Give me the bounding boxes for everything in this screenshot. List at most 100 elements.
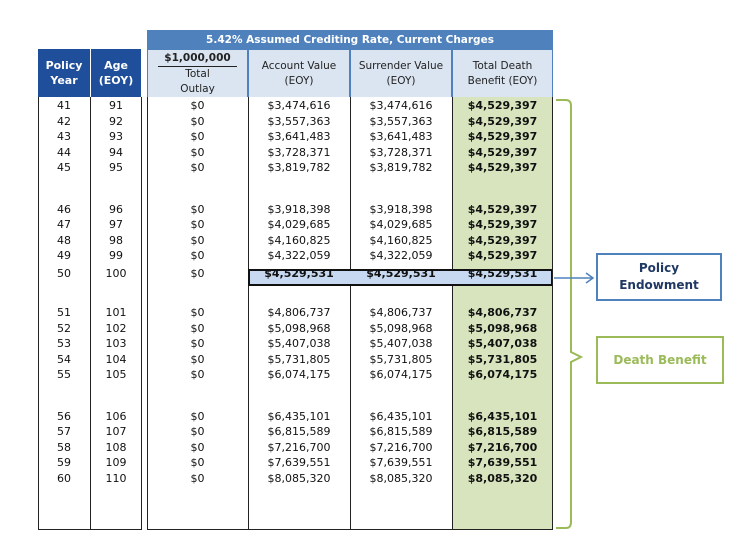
cell-outlay: $0 [190,233,205,247]
cell-age: 109 [105,456,127,469]
header-account-value: Account Value (EOY) [248,50,350,97]
cell-outlay: $0 [190,321,205,335]
column-age [90,97,142,530]
cell-age: 101 [105,306,127,319]
cell-outlay: $0 [190,145,205,159]
cell-av: $3,474,616 [267,99,331,112]
death-benefit-line1: Total Death [472,59,533,72]
cell-db: $4,529,531 [467,266,538,280]
policy-endowment-callout: Policy Endowment [596,253,722,301]
cell-outlay: $0 [190,114,205,128]
cell-sv: $8,085,320 [369,471,433,485]
cell-db: $6,815,589 [467,425,538,438]
cell-sv: $6,435,101 [369,409,433,423]
cell-year: 42 [57,114,71,128]
banner-text: 5.42% Assumed Crediting Rate, Current Ch… [206,34,494,46]
cell-av: $3,557,363 [267,114,331,128]
cell-db: $5,407,038 [467,337,538,350]
cell-av: $3,641,483 [267,130,331,143]
cell-av: $5,731,805 [267,352,331,366]
cell-year: 51 [57,306,71,319]
cell-db: $4,806,737 [467,306,538,319]
cell-db: $4,529,397 [467,218,538,231]
cell-db: $4,529,397 [467,130,538,143]
cell-year: 58 [57,440,71,454]
policy-endowment-line1: Policy [638,261,680,275]
cell-outlay: $0 [190,368,205,381]
cell-year: 46 [57,202,71,216]
cell-av: $5,098,968 [267,321,331,335]
cell-age: 102 [105,321,127,335]
death-benefit-bracket [556,99,584,529]
cell-age: 93 [109,130,123,143]
cell-sv: $3,474,616 [369,99,433,112]
cell-sv: $7,639,551 [369,456,433,469]
account-value-line1: Account Value [261,59,337,72]
cell-av: $4,806,737 [267,306,331,319]
cell-outlay: $0 [190,440,205,454]
surrender-value-line2: (EOY) [386,74,416,87]
cell-db: $4,529,397 [467,161,538,174]
crediting-rate-banner: 5.42% Assumed Crediting Rate, Current Ch… [147,30,553,50]
header-total-outlay: $1,000,000 Total Outlay [147,50,248,97]
cell-age: 108 [105,440,127,454]
death-benefit-callout: Death Benefit [596,336,724,384]
cell-sv: $5,407,038 [369,337,433,350]
endowment-row-highlight-db [452,271,551,284]
cell-sv: $3,557,363 [369,114,433,128]
cell-db: $4,529,397 [467,233,538,247]
cell-year: 50 [57,266,71,280]
cell-year: 49 [57,249,71,262]
cell-age: 97 [109,218,123,231]
cell-year: 59 [57,456,71,469]
cell-year: 60 [57,471,71,485]
cell-outlay: $0 [190,161,205,174]
cell-sv: $4,029,685 [369,218,433,231]
cell-outlay: $0 [190,266,205,280]
cell-age: 103 [105,337,127,350]
cell-db: $4,529,397 [467,99,538,112]
cell-age: 91 [109,99,123,112]
cell-sv: $4,806,737 [369,306,433,319]
cell-sv: $5,731,805 [369,352,433,366]
cell-age: 92 [109,114,123,128]
cell-year: 47 [57,218,71,231]
policy-year-line1: Policy [45,59,83,72]
cell-av: $7,216,700 [267,440,331,454]
account-value-line2: (EOY) [284,74,314,87]
cell-av: $5,407,038 [267,337,331,350]
cell-year: 45 [57,161,71,174]
cell-sv: $4,160,825 [369,233,433,247]
cell-year: 57 [57,425,71,438]
header-surrender-value: Surrender Value (EOY) [350,50,452,97]
cell-year: 54 [57,352,71,366]
cell-age: 100 [105,266,127,280]
cell-age: 99 [109,249,123,262]
cell-av: $4,322,059 [267,249,331,262]
cell-av: $4,160,825 [267,233,331,247]
header-age: Age (EOY) [91,49,141,97]
header-death-benefit: Total Death Benefit (EOY) [452,50,553,97]
cell-sv: $3,641,483 [369,130,433,143]
cell-av: $6,815,589 [267,425,331,438]
cell-db: $7,216,700 [467,440,538,454]
cell-outlay: $0 [190,352,205,366]
cell-year: 48 [57,233,71,247]
cell-year: 43 [57,130,71,143]
cell-age: 110 [105,471,127,485]
age-line2: (EOY) [98,74,134,87]
cell-sv: $3,918,398 [369,202,433,216]
cell-av: $8,085,320 [267,471,331,485]
age-line1: Age [104,59,128,72]
cell-db: $5,731,805 [467,352,538,366]
cell-db: $5,098,968 [467,321,538,335]
cell-year: 53 [57,337,71,350]
policy-endowment-line2: Endowment [619,278,699,292]
cell-outlay: $0 [190,130,205,143]
surrender-value-line1: Surrender Value [358,59,444,72]
cell-age: 105 [105,368,127,381]
cell-year: 44 [57,145,71,159]
cell-outlay: $0 [190,249,205,262]
cell-av: $4,029,685 [267,218,331,231]
cell-age: 107 [105,425,127,438]
